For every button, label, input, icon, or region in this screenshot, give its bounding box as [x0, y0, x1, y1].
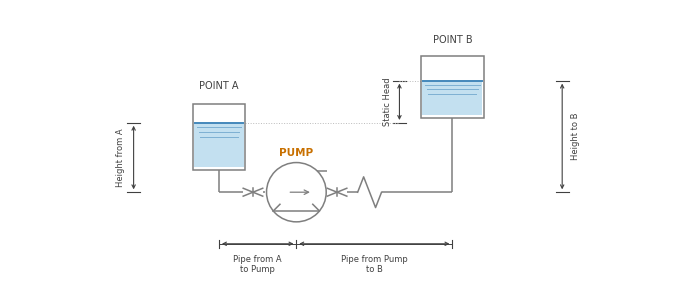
Circle shape — [267, 162, 326, 222]
Bar — [422, 81, 482, 115]
Text: Height to B: Height to B — [571, 113, 580, 160]
Text: Pipe from A
to Pump: Pipe from A to Pump — [233, 255, 282, 274]
Bar — [421, 56, 484, 118]
Bar — [193, 104, 245, 170]
Text: Height from A: Height from A — [116, 128, 125, 187]
Text: Static Head: Static Head — [383, 78, 392, 126]
Text: Pipe from Pump
to B: Pipe from Pump to B — [341, 255, 407, 274]
Text: PUMP: PUMP — [279, 148, 314, 158]
Text: POINT A: POINT A — [199, 81, 239, 91]
Bar — [195, 123, 244, 167]
Text: POINT B: POINT B — [433, 35, 472, 45]
